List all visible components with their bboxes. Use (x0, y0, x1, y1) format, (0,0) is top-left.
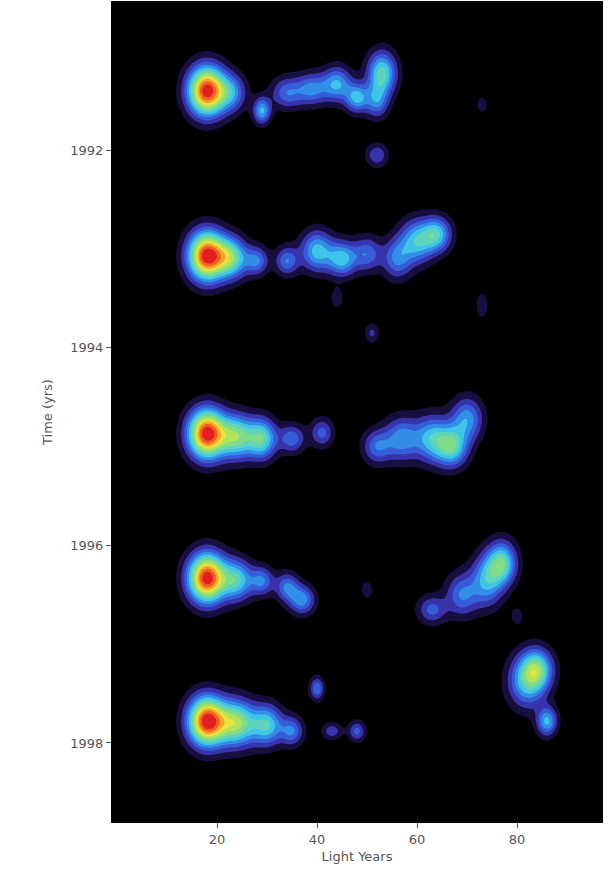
svg-text:Time (yrs): Time (yrs) (40, 379, 55, 446)
svg-text:20: 20 (209, 832, 226, 847)
svg-text:1998: 1998 (70, 736, 103, 751)
svg-text:Light Years: Light Years (322, 849, 393, 864)
svg-text:40: 40 (309, 832, 326, 847)
svg-text:1994: 1994 (70, 340, 103, 355)
svg-text:1996: 1996 (70, 538, 103, 553)
svg-text:60: 60 (409, 832, 426, 847)
svg-text:1992: 1992 (70, 143, 103, 158)
svg-text:80: 80 (509, 832, 526, 847)
